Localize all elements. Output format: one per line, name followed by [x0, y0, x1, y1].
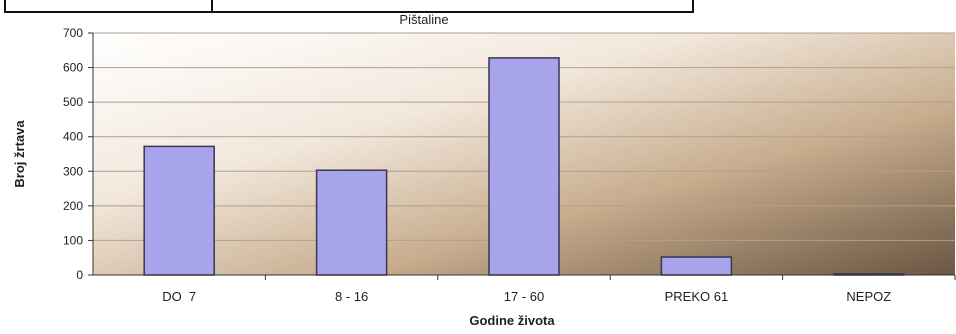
x-tick-label: DO 7: [162, 289, 196, 304]
y-tick-label: 700: [63, 26, 83, 40]
bar-2: [488, 57, 560, 276]
y-tick-label: 600: [63, 61, 83, 75]
y-axis-label: Broj žrtava: [12, 120, 27, 188]
x-tick-label: 17 - 60: [504, 289, 544, 304]
y-tick-label: 400: [63, 130, 83, 144]
bar-0: [143, 145, 215, 276]
x-tick-label: 8 - 16: [335, 289, 368, 304]
x-axis-label: Godine života: [469, 313, 555, 328]
y-tick-label: 300: [63, 164, 83, 178]
y-tick-label: 500: [63, 95, 83, 109]
bar-1: [315, 169, 388, 276]
y-tick-label: 200: [63, 199, 83, 213]
x-tick-label: PREKO 61: [665, 289, 729, 304]
y-tick-label: 100: [63, 233, 83, 247]
chart-title: Pištaline: [399, 12, 448, 27]
table-divider: [211, 0, 213, 11]
x-tick-label: NEPOZ: [846, 289, 891, 304]
table-border-top: [4, 0, 694, 13]
y-tick-label: 0: [76, 268, 83, 282]
bar-3: [660, 256, 733, 276]
